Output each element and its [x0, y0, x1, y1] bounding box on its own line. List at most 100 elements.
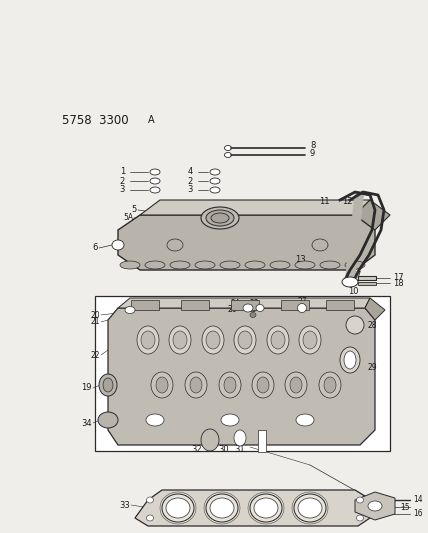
Text: 30: 30: [218, 446, 229, 455]
Ellipse shape: [210, 169, 220, 175]
Ellipse shape: [137, 326, 159, 354]
Ellipse shape: [221, 414, 239, 426]
Ellipse shape: [319, 372, 341, 398]
Ellipse shape: [166, 498, 190, 518]
Text: 5758  3300: 5758 3300: [62, 114, 129, 126]
Ellipse shape: [340, 347, 360, 373]
Text: 34: 34: [81, 418, 92, 427]
Bar: [181, 300, 209, 310]
Ellipse shape: [296, 414, 314, 426]
Ellipse shape: [320, 261, 340, 269]
Polygon shape: [365, 298, 385, 320]
Text: 6: 6: [92, 244, 98, 253]
Text: 21: 21: [90, 318, 100, 327]
Ellipse shape: [201, 429, 219, 451]
Ellipse shape: [202, 326, 224, 354]
Ellipse shape: [112, 240, 124, 250]
Ellipse shape: [324, 377, 336, 393]
Ellipse shape: [295, 261, 315, 269]
Bar: [231, 300, 259, 310]
Ellipse shape: [252, 372, 274, 398]
Text: 5A: 5A: [123, 214, 133, 222]
Text: ~: ~: [400, 505, 404, 510]
Text: A: A: [148, 115, 155, 125]
Ellipse shape: [342, 277, 358, 287]
Text: 12: 12: [342, 198, 353, 206]
Bar: [258, 430, 266, 452]
Ellipse shape: [368, 501, 382, 511]
Ellipse shape: [156, 377, 168, 393]
Text: 3: 3: [187, 185, 193, 195]
Ellipse shape: [162, 494, 194, 522]
Bar: [358, 282, 376, 285]
Ellipse shape: [234, 430, 246, 446]
Ellipse shape: [225, 152, 232, 157]
Ellipse shape: [150, 187, 160, 193]
Ellipse shape: [225, 146, 232, 150]
Text: 10: 10: [348, 287, 359, 296]
Bar: [95, 296, 390, 451]
Text: 27: 27: [298, 297, 308, 306]
Ellipse shape: [195, 261, 215, 269]
Ellipse shape: [256, 304, 264, 311]
Ellipse shape: [206, 494, 238, 522]
Text: 8: 8: [310, 141, 315, 150]
Text: 23: 23: [250, 298, 260, 308]
Text: 25: 25: [248, 305, 258, 314]
Ellipse shape: [146, 497, 154, 503]
Text: 22: 22: [90, 351, 100, 359]
Ellipse shape: [270, 261, 290, 269]
Ellipse shape: [150, 169, 160, 175]
Text: 19: 19: [81, 384, 92, 392]
Ellipse shape: [357, 497, 363, 503]
Text: 14: 14: [413, 495, 422, 504]
Ellipse shape: [250, 494, 282, 522]
Text: 4: 4: [188, 167, 193, 176]
Ellipse shape: [219, 372, 241, 398]
Ellipse shape: [346, 316, 364, 334]
Ellipse shape: [357, 515, 363, 521]
Text: 29: 29: [368, 364, 377, 373]
Ellipse shape: [103, 378, 113, 392]
Ellipse shape: [294, 494, 326, 522]
Ellipse shape: [298, 498, 322, 518]
Ellipse shape: [344, 351, 356, 369]
Text: 9: 9: [310, 149, 315, 158]
Ellipse shape: [99, 374, 117, 396]
Ellipse shape: [151, 372, 173, 398]
Polygon shape: [140, 200, 370, 215]
Ellipse shape: [254, 498, 278, 518]
Ellipse shape: [125, 306, 135, 313]
Text: 2: 2: [120, 176, 125, 185]
Ellipse shape: [206, 210, 234, 226]
Text: 7: 7: [355, 271, 360, 280]
Bar: [326, 300, 354, 310]
Text: 3: 3: [119, 185, 125, 195]
Ellipse shape: [190, 377, 202, 393]
Ellipse shape: [224, 377, 236, 393]
Text: 16: 16: [413, 510, 422, 519]
Ellipse shape: [297, 303, 306, 312]
Ellipse shape: [150, 178, 160, 184]
Ellipse shape: [271, 331, 285, 349]
Ellipse shape: [211, 213, 229, 223]
Ellipse shape: [285, 372, 307, 398]
Bar: [281, 300, 309, 310]
Text: 1: 1: [120, 167, 125, 176]
Text: 13: 13: [295, 255, 306, 264]
Text: 32: 32: [191, 446, 202, 455]
Text: 31: 31: [234, 446, 245, 455]
Polygon shape: [118, 298, 370, 308]
Text: 5: 5: [132, 206, 137, 214]
Ellipse shape: [250, 312, 256, 318]
Ellipse shape: [299, 326, 321, 354]
Ellipse shape: [98, 412, 118, 428]
Ellipse shape: [290, 377, 302, 393]
Ellipse shape: [146, 515, 154, 521]
Text: 26: 26: [227, 305, 237, 314]
Ellipse shape: [173, 331, 187, 349]
Ellipse shape: [167, 239, 183, 251]
Bar: [358, 276, 376, 280]
Ellipse shape: [312, 239, 328, 251]
Text: 11: 11: [319, 198, 330, 206]
